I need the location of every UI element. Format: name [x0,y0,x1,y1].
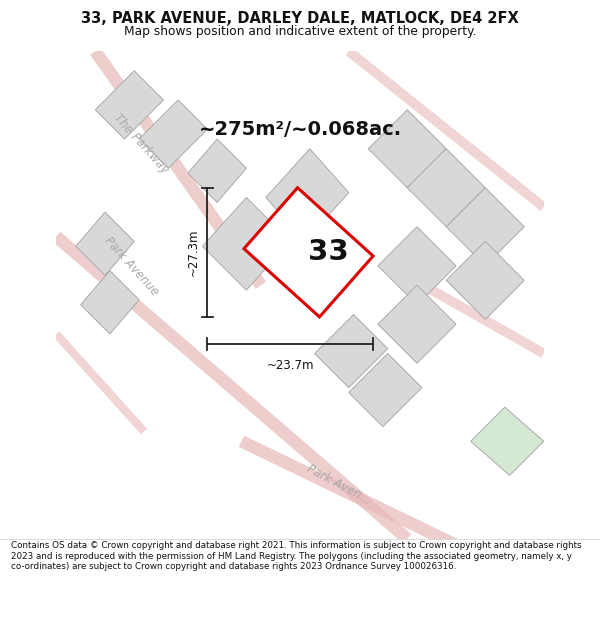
Polygon shape [470,407,544,476]
Polygon shape [139,100,208,168]
Polygon shape [95,71,163,139]
Text: Map shows position and indicative extent of the property.: Map shows position and indicative extent… [124,25,476,38]
Polygon shape [378,285,456,363]
Text: The Parkway: The Parkway [112,111,172,176]
Text: Park Avenue: Park Avenue [102,234,161,298]
Text: 33, PARK AVENUE, DARLEY DALE, MATLOCK, DE4 2FX: 33, PARK AVENUE, DARLEY DALE, MATLOCK, D… [81,11,519,26]
Polygon shape [378,227,456,305]
Polygon shape [446,241,524,319]
Polygon shape [76,212,134,276]
Polygon shape [244,188,373,317]
Text: ~275m²/~0.068ac.: ~275m²/~0.068ac. [199,120,401,139]
Text: ~23.7m: ~23.7m [266,359,314,372]
Polygon shape [349,354,422,427]
Polygon shape [202,198,290,290]
Text: 33: 33 [308,238,349,266]
Polygon shape [407,149,485,227]
Polygon shape [314,314,388,388]
Text: ~27.3m: ~27.3m [186,229,199,276]
Polygon shape [266,149,349,241]
Polygon shape [80,271,139,334]
Polygon shape [368,110,446,188]
Text: Park Aven…: Park Aven… [304,462,374,508]
Polygon shape [188,139,247,202]
Polygon shape [446,188,524,266]
Text: Contains OS data © Crown copyright and database right 2021. This information is : Contains OS data © Crown copyright and d… [11,541,581,571]
